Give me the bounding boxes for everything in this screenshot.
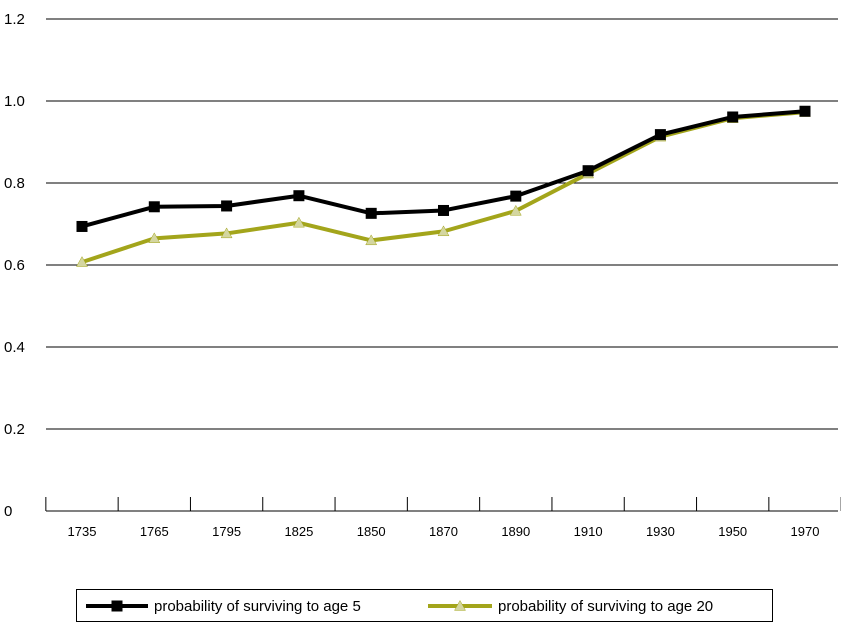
x-tick-label: 1930 <box>646 524 675 539</box>
legend-box <box>76 589 773 622</box>
data-point <box>148 232 161 243</box>
legend: probability of surviving to age 5 probabi… <box>76 589 773 622</box>
y-tick-label: 0.6 <box>4 257 25 274</box>
data-point <box>438 204 449 216</box>
legend-label-age-5: probability of surviving to age 5 <box>154 598 361 615</box>
x-axis-labels: 1735 1765 1795 1825 1850 1870 1890 1910 1930 1950… <box>68 524 820 539</box>
data-point <box>654 129 666 141</box>
x-tick-label: 1910 <box>574 524 603 539</box>
data-point <box>510 190 522 202</box>
data-point <box>365 207 377 219</box>
y-tick-label: 0.2 <box>4 421 25 438</box>
y-tick-label: 0.4 <box>4 339 25 356</box>
data-point <box>220 227 233 239</box>
y-tick-label: 1.2 <box>4 11 25 28</box>
data-point <box>76 256 88 267</box>
y-tick-label: 1.0 <box>4 93 25 110</box>
legend-marker-age-20 <box>454 599 466 611</box>
data-point <box>76 220 88 232</box>
data-point <box>292 216 305 228</box>
series-line <box>81 110 806 265</box>
x-tick-label: 1735 <box>68 524 97 539</box>
x-tick-label: 1970 <box>791 524 820 539</box>
series-age-5 <box>76 105 811 232</box>
x-tick-label: 1890 <box>501 524 530 539</box>
data-point <box>365 234 378 246</box>
y-tick-label: 0.8 <box>4 175 25 192</box>
x-tick-label: 1870 <box>429 524 458 539</box>
grid-lines <box>46 18 838 430</box>
data-point <box>582 165 594 177</box>
x-tick-label: 1850 <box>357 524 386 539</box>
series-age-20 <box>76 106 811 267</box>
x-tick-label: 1825 <box>284 524 313 539</box>
series <box>76 105 811 267</box>
x-tick-label: 1795 <box>212 524 241 539</box>
data-point <box>293 190 305 202</box>
data-point <box>148 201 160 213</box>
data-point <box>221 200 233 212</box>
legend-marker-age-5 <box>111 600 123 612</box>
x-tick-label: 1765 <box>140 524 169 539</box>
y-axis-labels: 0 0.2 0.4 0.6 0.8 1.0 1.2 <box>4 11 25 520</box>
y-tick-label: 0 <box>4 503 12 520</box>
x-tick-label: 1950 <box>718 524 747 539</box>
legend-label-age-20: probability of surviving to age 20 <box>498 598 713 615</box>
data-point <box>727 111 739 123</box>
x-axis <box>45 497 841 512</box>
data-point <box>509 204 522 216</box>
data-point <box>437 225 450 237</box>
data-point <box>799 105 811 117</box>
